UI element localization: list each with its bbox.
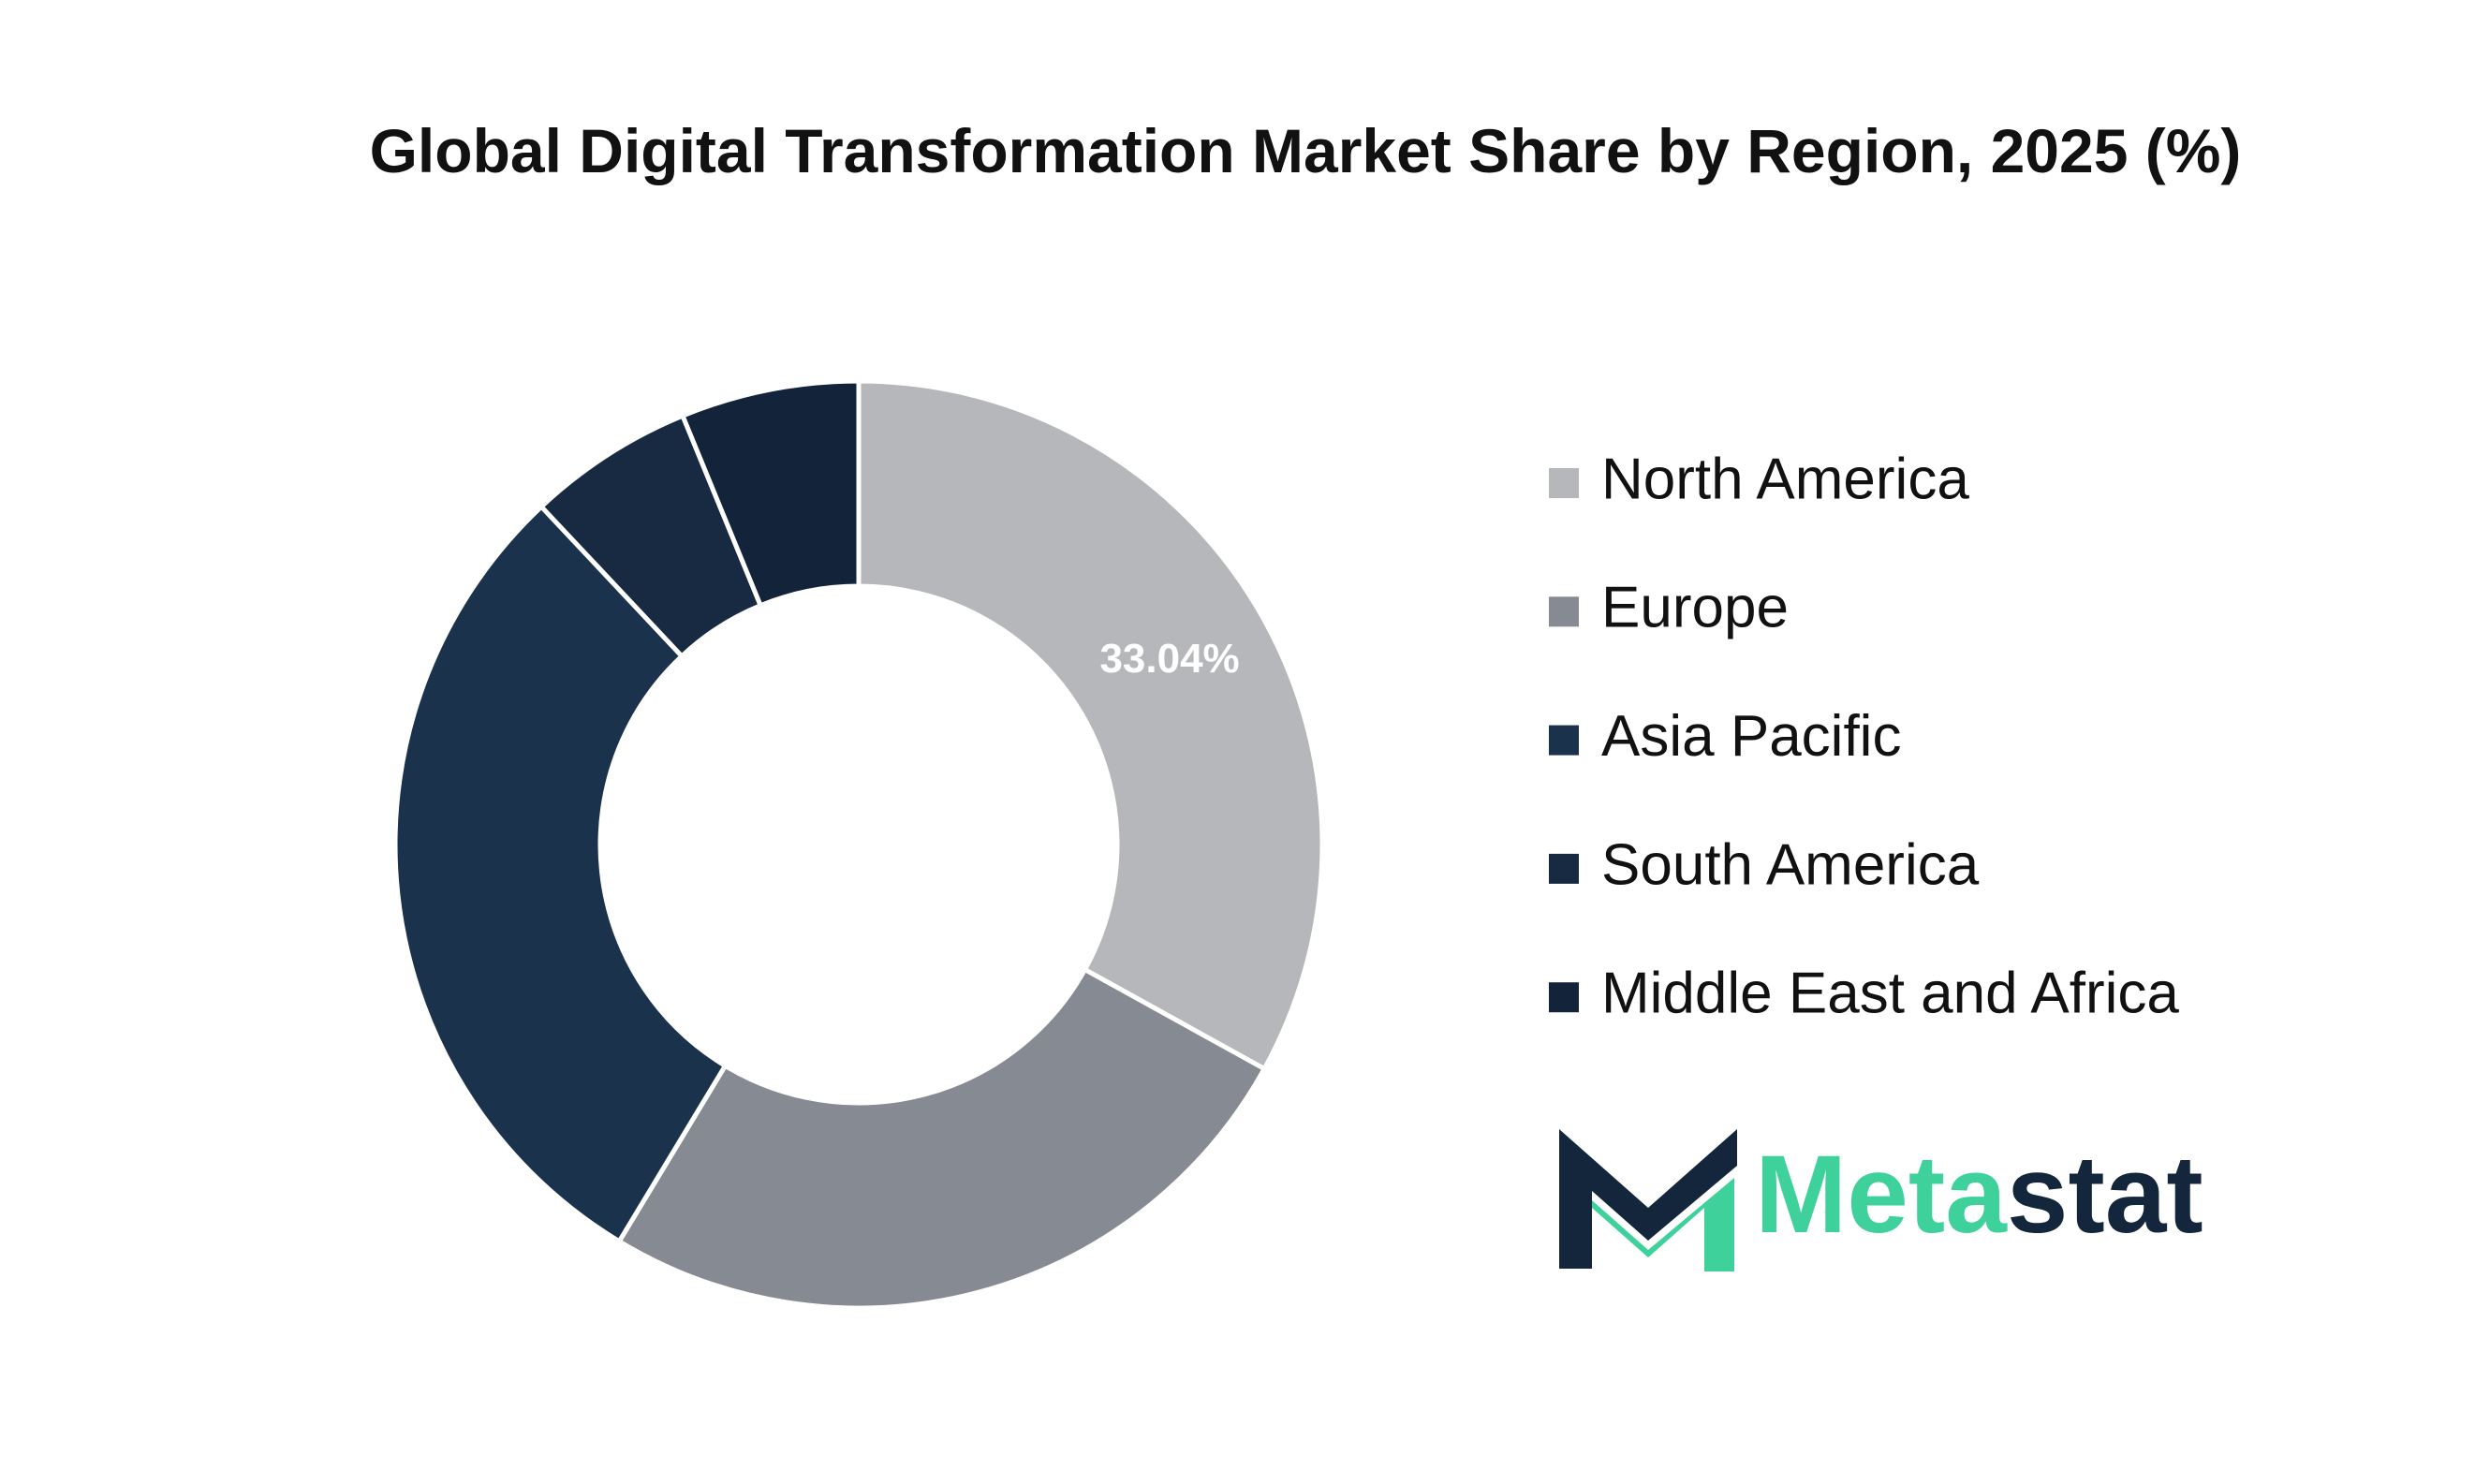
logo-text: Metastat (1755, 1133, 2203, 1256)
slice (856, 378, 1325, 1072)
logo-mark-dark (1559, 1129, 1737, 1269)
legend-label: South America (1601, 832, 1980, 897)
legend-label: North America (1601, 447, 1969, 511)
logo-text-a: Meta (1755, 1133, 2008, 1256)
legend-label: Middle East and Africa (1601, 962, 2179, 1026)
logo-text-b: stat (2007, 1133, 2203, 1256)
slice (392, 503, 729, 1245)
legend-swatch (1549, 725, 1579, 756)
legend-swatch (1549, 468, 1579, 498)
legend-swatch (1549, 596, 1579, 627)
legend-swatch (1549, 982, 1579, 1013)
data-label: 33.04% (1099, 636, 1239, 682)
slice (679, 378, 862, 609)
slice (615, 966, 1268, 1311)
logo-mark-green (1592, 1178, 1734, 1271)
logo-icon (1559, 1129, 1737, 1271)
legend-label: Asia Pacific (1601, 704, 1901, 769)
legend-swatch (1549, 853, 1579, 884)
chart-title: Global Digital Transformation Market Sha… (369, 116, 2242, 185)
legend-label: Europe (1601, 576, 1789, 640)
